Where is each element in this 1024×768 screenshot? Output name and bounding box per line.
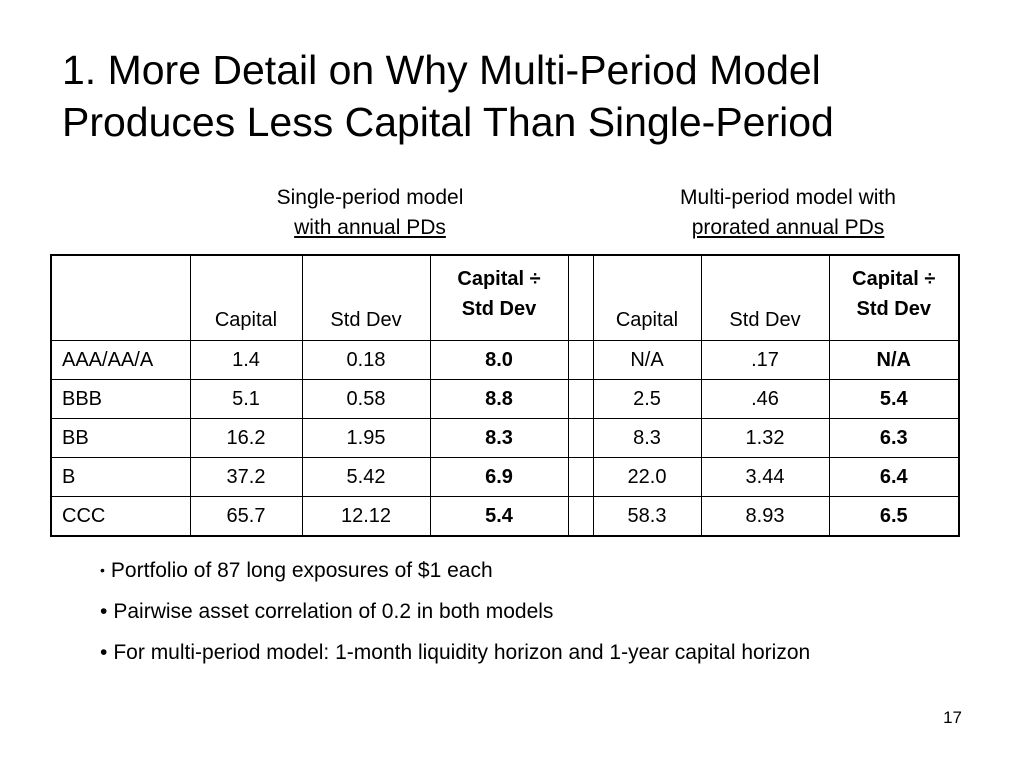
multi-capital-cell: 58.3 xyxy=(592,496,702,537)
multi-capital-cell: N/A xyxy=(592,340,702,380)
single-period-group-heading: Single-period model with annual PDs xyxy=(230,183,510,243)
single-ratio-cell: 8.3 xyxy=(429,418,569,458)
header-single-std-dev: Std Dev xyxy=(301,254,431,341)
single-std-dev-cell: 12.12 xyxy=(301,496,431,537)
rating-cell: B xyxy=(50,457,191,497)
multi-period-group-heading: Multi-period model with prorated annual … xyxy=(638,183,938,243)
multi-std-dev-cell: .17 xyxy=(700,340,830,380)
header-multi-ratio: Capital ÷ Std Dev xyxy=(828,254,960,341)
table-row: B 37.2 5.42 6.9 22.0 3.44 6.4 xyxy=(50,457,960,497)
multi-ratio-cell: N/A xyxy=(828,340,960,380)
single-capital-cell: 5.1 xyxy=(189,379,303,419)
header-rating xyxy=(50,254,191,341)
header-spacer xyxy=(567,254,594,341)
single-ratio-cell: 8.8 xyxy=(429,379,569,419)
table-row: CCC 65.7 12.12 5.4 58.3 8.93 6.5 xyxy=(50,496,960,537)
bullet-text: For multi-period model: 1-month liquidit… xyxy=(113,641,811,664)
bullet-item: • Portfolio of 87 long exposures of $1 ea… xyxy=(100,556,920,585)
single-ratio-cell: 5.4 xyxy=(429,496,569,537)
rating-cell: CCC xyxy=(50,496,191,537)
bullet-text: Pairwise asset correlation of 0.2 in bot… xyxy=(113,600,554,623)
single-capital-cell: 65.7 xyxy=(189,496,303,537)
slide-title: 1. More Detail on Why Multi-Period Model… xyxy=(62,44,982,148)
header-multi-ratio-line-2: Std Dev xyxy=(856,298,931,320)
single-period-heading-line-2: with annual PDs xyxy=(294,216,446,239)
single-capital-cell: 37.2 xyxy=(189,457,303,497)
bullet-text: Portfolio of 87 long exposures of $1 eac… xyxy=(110,559,493,582)
header-single-ratio-line-1: Capital ÷ xyxy=(457,268,541,290)
rating-cell: BB xyxy=(50,418,191,458)
slide-title-line-2: Produces Less Capital Than Single-Period xyxy=(62,99,834,145)
header-single-capital: Capital xyxy=(189,254,303,341)
multi-std-dev-cell: 1.32 xyxy=(700,418,830,458)
header-single-ratio-line-2: Std Dev xyxy=(461,298,537,320)
multi-std-dev-cell: .46 xyxy=(700,379,830,419)
single-std-dev-cell: 5.42 xyxy=(301,457,431,497)
slide-title-line-1: 1. More Detail on Why Multi-Period Model xyxy=(62,47,821,93)
rating-cell: BBB xyxy=(50,379,191,419)
single-ratio-cell: 8.0 xyxy=(429,340,569,380)
single-capital-cell: 16.2 xyxy=(189,418,303,458)
single-std-dev-cell: 0.58 xyxy=(301,379,431,419)
single-std-dev-cell: 0.18 xyxy=(301,340,431,380)
multi-ratio-cell: 6.5 xyxy=(828,496,960,537)
page-number: 17 xyxy=(943,708,962,727)
multi-capital-cell: 22.0 xyxy=(592,457,702,497)
multi-capital-cell: 8.3 xyxy=(592,418,702,458)
spacer-cell xyxy=(567,340,594,380)
header-multi-ratio-line-1: Capital ÷ xyxy=(852,268,936,290)
bullet-dot-icon: • xyxy=(100,600,108,623)
table-row: BBB 5.1 0.58 8.8 2.5 .46 5.4 xyxy=(50,379,960,419)
single-capital-cell: 1.4 xyxy=(189,340,303,380)
table-row: AAA/AA/A 1.4 0.18 8.0 N/A .17 N/A xyxy=(50,340,960,380)
multi-period-heading-line-1: Multi-period model with xyxy=(680,186,896,209)
bullet-dot-icon: • xyxy=(100,562,105,578)
multi-std-dev-cell: 8.93 xyxy=(700,496,830,537)
spacer-cell xyxy=(567,379,594,419)
spacer-cell xyxy=(567,496,594,537)
single-period-heading-line-1: Single-period model xyxy=(276,186,464,209)
single-ratio-cell: 6.9 xyxy=(429,457,569,497)
rating-cell: AAA/AA/A xyxy=(50,340,191,380)
table-header-row: Capital Std Dev Capital ÷ Std Dev Capita… xyxy=(50,254,960,341)
single-std-dev-cell: 1.95 xyxy=(301,418,431,458)
header-multi-capital: Capital xyxy=(592,254,702,341)
spacer-cell xyxy=(567,418,594,458)
multi-ratio-cell: 5.4 xyxy=(828,379,960,419)
bullet-item: • Pairwise asset correlation of 0.2 in bo… xyxy=(100,598,920,626)
multi-ratio-cell: 6.4 xyxy=(828,457,960,497)
notes-bullet-list: • Portfolio of 87 long exposures of $1 ea… xyxy=(100,556,920,680)
capital-comparison-table: Capital Std Dev Capital ÷ Std Dev Capita… xyxy=(50,254,960,537)
header-single-ratio: Capital ÷ Std Dev xyxy=(429,254,569,341)
bullet-item: • For multi-period model: 1-month liquidi… xyxy=(100,639,920,667)
table-row: BB 16.2 1.95 8.3 8.3 1.32 6.3 xyxy=(50,418,960,458)
spacer-cell xyxy=(567,457,594,497)
multi-std-dev-cell: 3.44 xyxy=(700,457,830,497)
multi-period-heading-line-2: prorated annual PDs xyxy=(691,216,885,239)
multi-ratio-cell: 6.3 xyxy=(828,418,960,458)
bullet-dot-icon: • xyxy=(100,641,108,664)
multi-capital-cell: 2.5 xyxy=(592,379,702,419)
header-multi-std-dev: Std Dev xyxy=(700,254,830,341)
